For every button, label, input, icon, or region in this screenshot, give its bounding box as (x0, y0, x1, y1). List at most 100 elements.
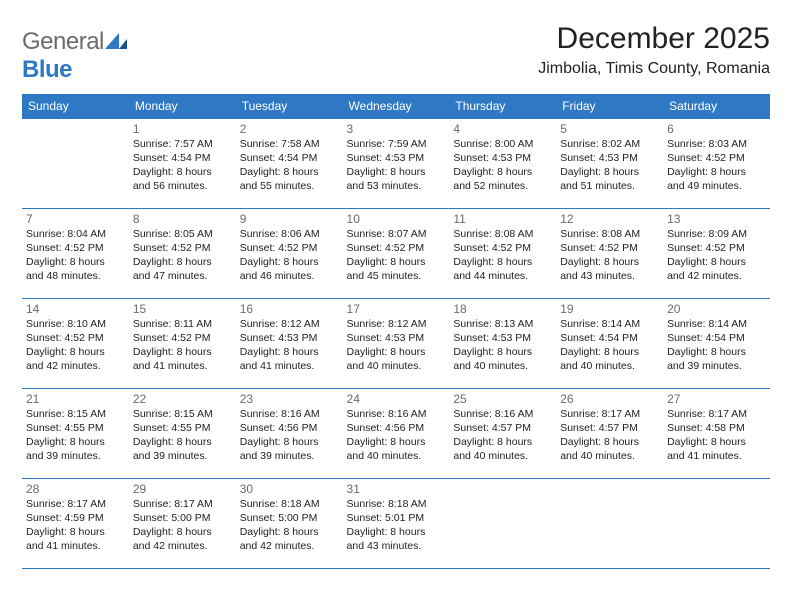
day-info: Sunrise: 8:14 AMSunset: 4:54 PMDaylight:… (560, 318, 659, 373)
day-number: 11 (453, 212, 552, 226)
day-info: Sunrise: 8:03 AMSunset: 4:52 PMDaylight:… (667, 138, 766, 193)
day-info: Sunrise: 8:02 AMSunset: 4:53 PMDaylight:… (560, 138, 659, 193)
brand-logo: General Blue (22, 28, 127, 84)
calendar-day: 11 Sunrise: 8:08 AMSunset: 4:52 PMDayligh… (449, 209, 556, 299)
day-number: 23 (240, 392, 339, 406)
weekday-header: Saturday (663, 94, 770, 119)
calendar-day: 9Sunrise: 8:06 AMSunset: 4:52 PMDaylight… (236, 209, 343, 299)
calendar-week: 14 Sunrise: 8:10 AMSunset: 4:52 PMDayligh… (22, 299, 770, 389)
calendar-day: 25 Sunrise: 8:16 AMSunset: 4:57 PMDayligh… (449, 389, 556, 479)
calendar-day: 26 Sunrise: 8:17 AMSunset: 4:57 PMDayligh… (556, 389, 663, 479)
location-text: Jimbolia, Timis County, Romania (538, 60, 770, 78)
calendar-day: 2 Sunrise: 7:58 AMSunset: 4:54 PMDaylight… (236, 119, 343, 209)
calendar-day: 4 Sunrise: 8:00 AMSunset: 4:53 PMDaylight… (449, 119, 556, 209)
day-info: Sunrise: 8:10 AMSunset: 4:52 PMDaylight:… (26, 318, 125, 373)
day-number: 7 (26, 212, 125, 226)
day-info: Sunrise: 8:13 AMSunset: 4:53 PMDaylight:… (453, 318, 552, 373)
brand-mark-icon (105, 33, 127, 49)
day-info: Sunrise: 8:18 AMSunset: 5:01 PMDaylight:… (347, 498, 446, 553)
day-number: 26 (560, 392, 659, 406)
day-number: 30 (240, 482, 339, 496)
day-info: Sunrise: 8:07 AMSunset: 4:52 PMDaylight:… (347, 228, 446, 283)
day-info: Sunrise: 8:16 AMSunset: 4:56 PMDaylight:… (240, 408, 339, 463)
day-number: 12 (560, 212, 659, 226)
day-number: 4 (453, 122, 552, 136)
day-number: 31 (347, 482, 446, 496)
day-number: 27 (667, 392, 766, 406)
calendar-day: 10 Sunrise: 8:07 AMSunset: 4:52 PMDayligh… (343, 209, 450, 299)
day-info: Sunrise: 8:17 AMSunset: 4:58 PMDaylight:… (667, 408, 766, 463)
calendar-head: SundayMondayTuesdayWednesdayThursdayFrid… (22, 94, 770, 119)
day-number: 19 (560, 302, 659, 316)
calendar-day: 18 Sunrise: 8:13 AMSunset: 4:53 PMDayligh… (449, 299, 556, 389)
day-number: 29 (133, 482, 232, 496)
day-number: 25 (453, 392, 552, 406)
calendar-day: 27 Sunrise: 8:17 AMSunset: 4:58 PMDayligh… (663, 389, 770, 479)
calendar-day: 29 Sunrise: 8:17 AMSunset: 5:00 PMDayligh… (129, 479, 236, 569)
calendar-day: 20 Sunrise: 8:14 AMSunset: 4:54 PMDayligh… (663, 299, 770, 389)
day-info: Sunrise: 7:59 AMSunset: 4:53 PMDaylight:… (347, 138, 446, 193)
weekday-header: Tuesday (236, 94, 343, 119)
day-info: Sunrise: 8:11 AMSunset: 4:52 PMDaylight:… (133, 318, 232, 373)
weekday-header: Wednesday (343, 94, 450, 119)
calendar-day: 21 Sunrise: 8:15 AMSunset: 4:55 PMDayligh… (22, 389, 129, 479)
title-block: December 2025 Jimbolia, Timis County, Ro… (538, 22, 770, 78)
calendar-day: 1Sunrise: 7:57 AMSunset: 4:54 PMDaylight… (129, 119, 236, 209)
page: General Blue December 2025 Jimbolia, Tim… (0, 0, 792, 569)
day-number: 21 (26, 392, 125, 406)
day-number: 16 (240, 302, 339, 316)
header: General Blue December 2025 Jimbolia, Tim… (22, 22, 770, 84)
calendar-body: 1Sunrise: 7:57 AMSunset: 4:54 PMDaylight… (22, 119, 770, 569)
day-number: 13 (667, 212, 766, 226)
calendar-day: 15 Sunrise: 8:11 AMSunset: 4:52 PMDayligh… (129, 299, 236, 389)
day-info: Sunrise: 8:15 AMSunset: 4:55 PMDaylight:… (26, 408, 125, 463)
calendar-day: 19 Sunrise: 8:14 AMSunset: 4:54 PMDayligh… (556, 299, 663, 389)
day-number: 18 (453, 302, 552, 316)
calendar-day-empty (22, 119, 129, 209)
day-info: Sunrise: 8:06 AMSunset: 4:52 PMDaylight:… (240, 228, 339, 283)
day-number: 2 (240, 122, 339, 136)
day-info: Sunrise: 8:05 AMSunset: 4:52 PMDaylight:… (133, 228, 232, 283)
day-number: 20 (667, 302, 766, 316)
calendar-day: 31 Sunrise: 8:18 AMSunset: 5:01 PMDayligh… (343, 479, 450, 569)
calendar-week: 1Sunrise: 7:57 AMSunset: 4:54 PMDaylight… (22, 119, 770, 209)
day-info: Sunrise: 8:00 AMSunset: 4:53 PMDaylight:… (453, 138, 552, 193)
month-title: December 2025 (538, 22, 770, 56)
day-number: 24 (347, 392, 446, 406)
brand-word-1: General (22, 28, 104, 55)
calendar-day: 5 Sunrise: 8:02 AMSunset: 4:53 PMDaylight… (556, 119, 663, 209)
day-info: Sunrise: 7:58 AMSunset: 4:54 PMDaylight:… (240, 138, 339, 193)
calendar-day: 23 Sunrise: 8:16 AMSunset: 4:56 PMDayligh… (236, 389, 343, 479)
day-info: Sunrise: 8:12 AMSunset: 4:53 PMDaylight:… (240, 318, 339, 373)
calendar-day: 12Sunrise: 8:08 AMSunset: 4:52 PMDayligh… (556, 209, 663, 299)
calendar-day: 3 Sunrise: 7:59 AMSunset: 4:53 PMDaylight… (343, 119, 450, 209)
day-info: Sunrise: 8:14 AMSunset: 4:54 PMDaylight:… (667, 318, 766, 373)
day-info: Sunrise: 8:15 AMSunset: 4:55 PMDaylight:… (133, 408, 232, 463)
calendar-week: 7 Sunrise: 8:04 AMSunset: 4:52 PMDaylight… (22, 209, 770, 299)
calendar-day: 14 Sunrise: 8:10 AMSunset: 4:52 PMDayligh… (22, 299, 129, 389)
calendar-day: 22Sunrise: 8:15 AMSunset: 4:55 PMDayligh… (129, 389, 236, 479)
calendar-week: 21 Sunrise: 8:15 AMSunset: 4:55 PMDayligh… (22, 389, 770, 479)
calendar-day: 28Sunrise: 8:17 AMSunset: 4:59 PMDayligh… (22, 479, 129, 569)
calendar-day: 30Sunrise: 8:18 AMSunset: 5:00 PMDayligh… (236, 479, 343, 569)
day-number: 10 (347, 212, 446, 226)
day-number: 28 (26, 482, 125, 496)
day-info: Sunrise: 8:16 AMSunset: 4:56 PMDaylight:… (347, 408, 446, 463)
calendar-week: 28Sunrise: 8:17 AMSunset: 4:59 PMDayligh… (22, 479, 770, 569)
day-number: 8 (133, 212, 232, 226)
day-number: 5 (560, 122, 659, 136)
day-info: Sunrise: 8:04 AMSunset: 4:52 PMDaylight:… (26, 228, 125, 283)
calendar-day-empty (663, 479, 770, 569)
day-number: 3 (347, 122, 446, 136)
day-info: Sunrise: 8:16 AMSunset: 4:57 PMDaylight:… (453, 408, 552, 463)
day-info: Sunrise: 7:57 AMSunset: 4:54 PMDaylight:… (133, 138, 232, 193)
day-number: 15 (133, 302, 232, 316)
calendar-day: 7 Sunrise: 8:04 AMSunset: 4:52 PMDaylight… (22, 209, 129, 299)
calendar-day-empty (449, 479, 556, 569)
day-number: 14 (26, 302, 125, 316)
day-info: Sunrise: 8:17 AMSunset: 4:57 PMDaylight:… (560, 408, 659, 463)
day-info: Sunrise: 8:08 AMSunset: 4:52 PMDaylight:… (453, 228, 552, 283)
day-info: Sunrise: 8:12 AMSunset: 4:53 PMDaylight:… (347, 318, 446, 373)
calendar-day: 17Sunrise: 8:12 AMSunset: 4:53 PMDayligh… (343, 299, 450, 389)
day-info: Sunrise: 8:17 AMSunset: 5:00 PMDaylight:… (133, 498, 232, 553)
